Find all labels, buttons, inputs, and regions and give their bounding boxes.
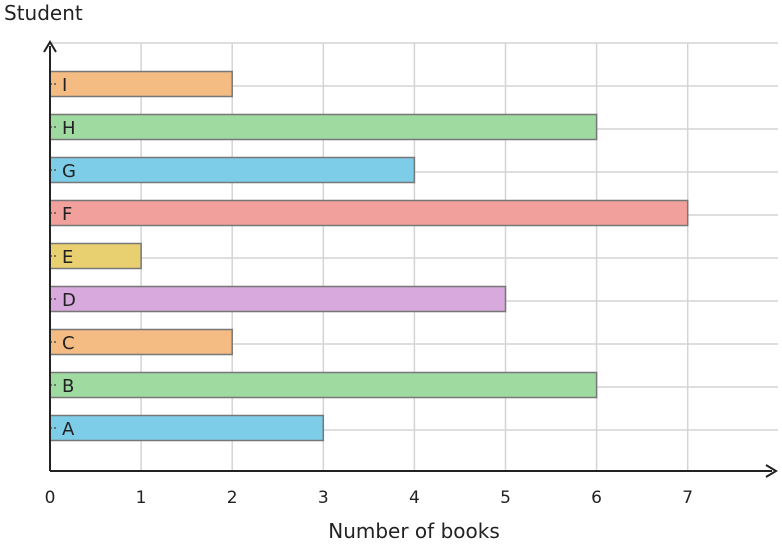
x-tick-label: 1 — [136, 488, 147, 508]
bars: A B C D E F G H I — [49, 70, 689, 442]
bar — [49, 285, 507, 313]
bar-category-label: C — [62, 333, 75, 354]
x-tick-label: 5 — [500, 488, 511, 508]
x-tick-label: 4 — [409, 488, 420, 508]
bar-category-label: A — [62, 419, 75, 440]
bar-category-label: I — [62, 75, 67, 96]
x-tick-label: 7 — [682, 488, 693, 508]
bar-category-label: B — [62, 376, 74, 397]
bar-category-label: G — [62, 161, 76, 182]
bar — [49, 199, 689, 227]
bar-category-label: E — [62, 247, 73, 268]
x-axis-arrow-icon — [765, 464, 778, 478]
bar — [49, 371, 598, 399]
axes — [43, 40, 778, 478]
bar-category-label: H — [62, 118, 76, 139]
y-axis-arrow-icon — [43, 40, 57, 53]
y-axis-title: Student — [4, 1, 83, 25]
x-ticks: 0 1 2 3 4 5 6 7 — [45, 488, 694, 508]
x-tick-label: 6 — [591, 488, 602, 508]
x-tick-label: 3 — [318, 488, 329, 508]
bar-category-label: F — [62, 204, 72, 225]
bar — [49, 156, 416, 184]
bar-category-label: D — [62, 290, 76, 311]
x-tick-label: 2 — [227, 488, 238, 508]
bar — [49, 414, 325, 442]
bar — [49, 113, 598, 141]
bar — [49, 70, 233, 98]
x-tick-label: 0 — [45, 488, 56, 508]
x-axis-title: Number of books — [328, 519, 500, 543]
bar — [49, 328, 233, 356]
grid — [50, 42, 778, 471]
